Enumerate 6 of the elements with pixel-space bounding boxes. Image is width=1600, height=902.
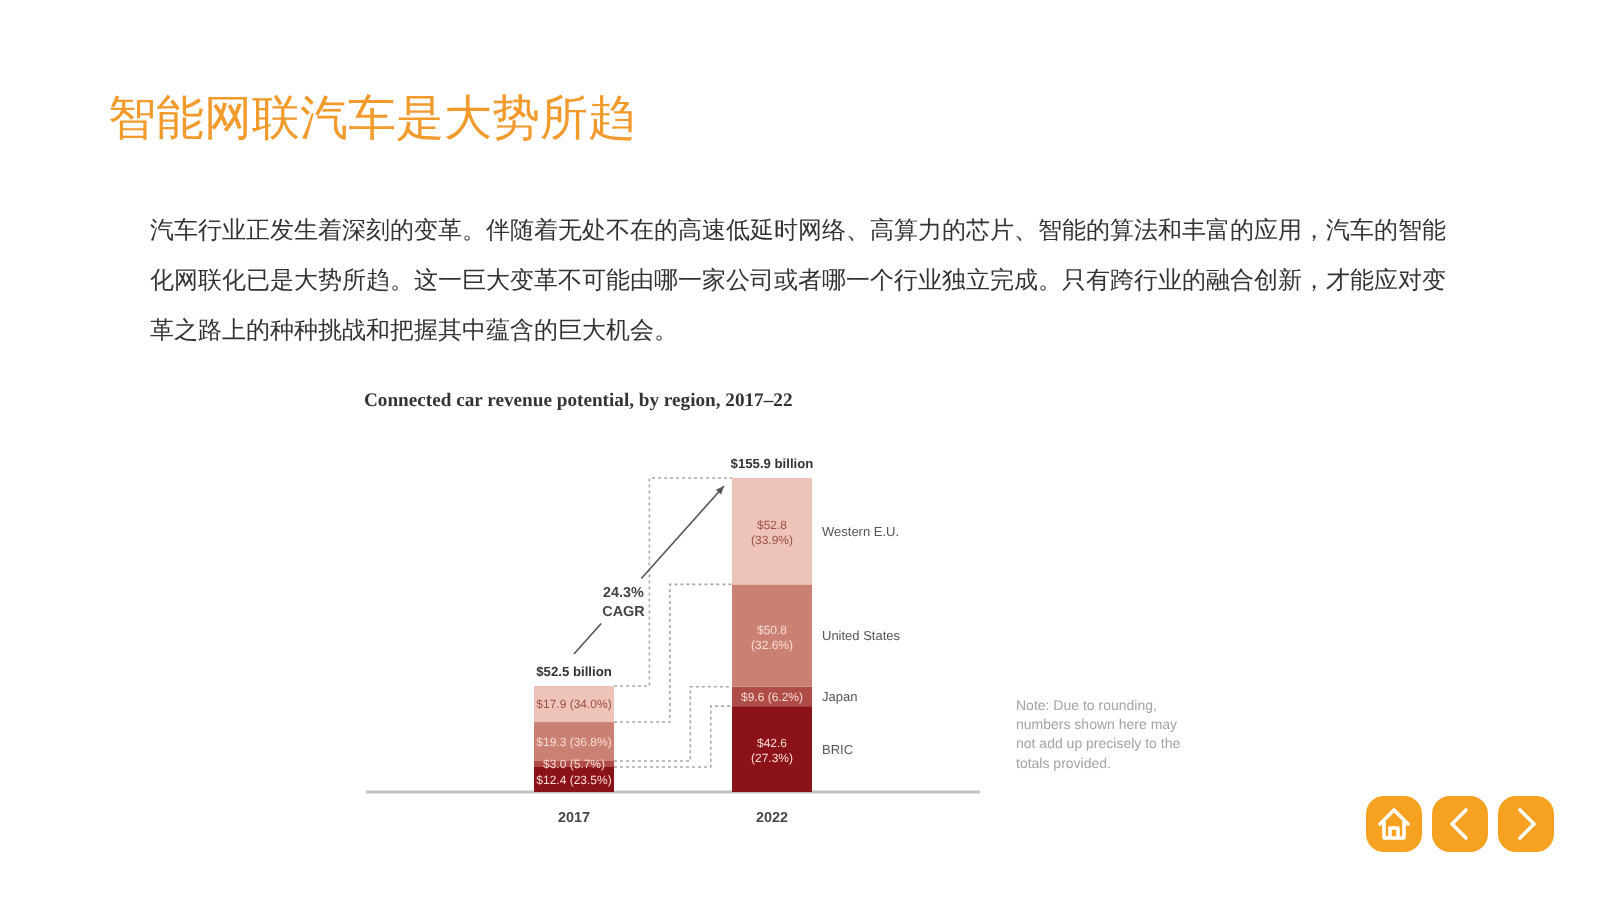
chart-subtitle: 汽车行业正发生着深刻的变革。伴随着无处不在的高速低延时网络、高算力的芯片、智能的算法和丰富的应用，汽车的智能化网联化已是大势所趋。这一巨大变革不可能由哪一家公司或者哪一个行业独立完成。只有跨行业的融合创新，才能应对变革之路上的种种挑战和把握其中蕴含的巨大机会。 [150,214,1448,348]
text: Connected car revenue potential, by region, 2017–22 [364,390,793,412]
bar [732,584,812,687]
bar [732,478,812,585]
chart-title: 智能网联汽车是大势所趋 [108,88,636,148]
bar [732,706,812,792]
